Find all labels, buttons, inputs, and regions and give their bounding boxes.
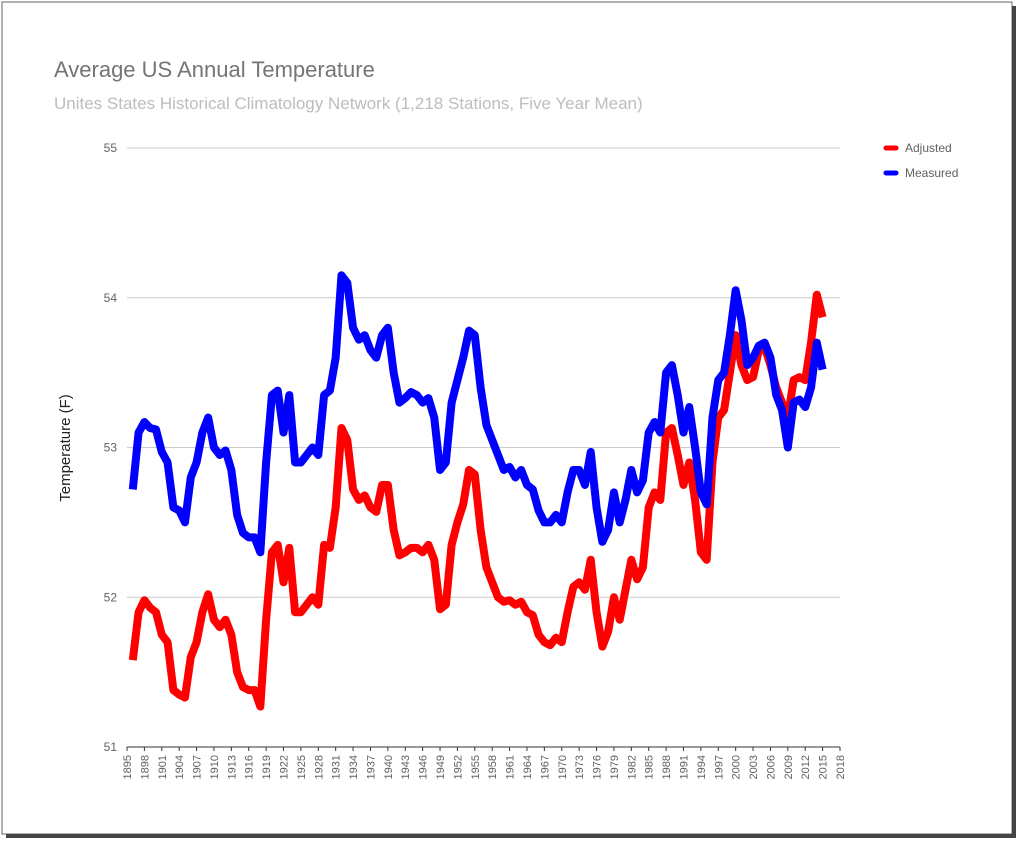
x-tick-label: 1991	[678, 755, 690, 779]
x-tick-label: 1916	[244, 755, 256, 779]
x-tick-label: 1928	[313, 755, 325, 779]
x-tick-label: 2015	[818, 755, 830, 779]
x-tick-label: 1913	[226, 755, 238, 779]
x-tick-label: 1898	[139, 755, 151, 779]
x-tick-label: 1910	[209, 755, 221, 779]
y-tick-label: 51	[104, 740, 118, 754]
y-axis-label: Temperature (F)	[57, 394, 74, 502]
x-tick-label: 2000	[731, 755, 743, 779]
x-tick-label: 1964	[522, 755, 534, 779]
x-tick-label: 1982	[626, 755, 638, 779]
x-tick-label: 1979	[609, 755, 621, 779]
x-tick-label: 1976	[592, 755, 604, 779]
frame-shadow	[1012, 6, 1016, 838]
x-tick-label: 2018	[835, 755, 847, 779]
chart-subtitle: Unites States Historical Climatology Net…	[54, 94, 643, 113]
x-tick-label: 1907	[192, 755, 204, 779]
x-tick-label: 1931	[331, 755, 343, 779]
x-tick-label: 1919	[261, 755, 273, 779]
x-tick-label: 1952	[452, 755, 464, 779]
y-tick-label: 54	[104, 291, 118, 305]
x-tick-label: 1922	[279, 755, 291, 779]
frame-shadow	[6, 834, 1016, 838]
y-tick-label: 55	[104, 141, 118, 155]
x-tick-label: 1961	[505, 755, 517, 779]
x-tick-label: 1970	[557, 755, 569, 779]
line	[128, 271, 827, 557]
x-tick-label: 1940	[383, 755, 395, 779]
x-tick-label: 1949	[435, 755, 447, 779]
x-tick-label: 1946	[418, 755, 430, 779]
x-tick-label: 1895	[122, 755, 134, 779]
line	[128, 290, 827, 711]
x-tick-label: 1901	[157, 755, 169, 779]
legend-label: Adjusted	[905, 141, 952, 155]
chart-title: Average US Annual Temperature	[54, 57, 375, 82]
x-tick-label: 1994	[696, 755, 708, 779]
x-tick-label: 1973	[574, 755, 586, 779]
frame	[1, 1, 1013, 835]
y-tick-label: 52	[104, 590, 118, 604]
x-tick-label: 1925	[296, 755, 308, 779]
x-tick-label: 1988	[661, 755, 673, 779]
x-tick-label: 2012	[800, 755, 812, 779]
x-tick-label: 2006	[765, 755, 777, 779]
x-tick-label: 1943	[400, 755, 412, 779]
x-tick-label: 1934	[348, 755, 360, 779]
x-tick-label: 1997	[713, 755, 725, 779]
x-tick-label: 1937	[365, 755, 377, 779]
y-tick-label: 53	[104, 441, 118, 455]
x-tick-label: 2009	[783, 755, 795, 779]
x-tick-label: 1955	[470, 755, 482, 779]
legend-label: Measured	[905, 166, 958, 180]
x-tick-label: 1958	[487, 755, 499, 779]
x-tick-label: 1985	[644, 755, 656, 779]
x-tick-label: 1904	[174, 755, 186, 779]
x-tick-label: 2003	[748, 755, 760, 779]
x-tick-label: 1967	[539, 755, 551, 779]
